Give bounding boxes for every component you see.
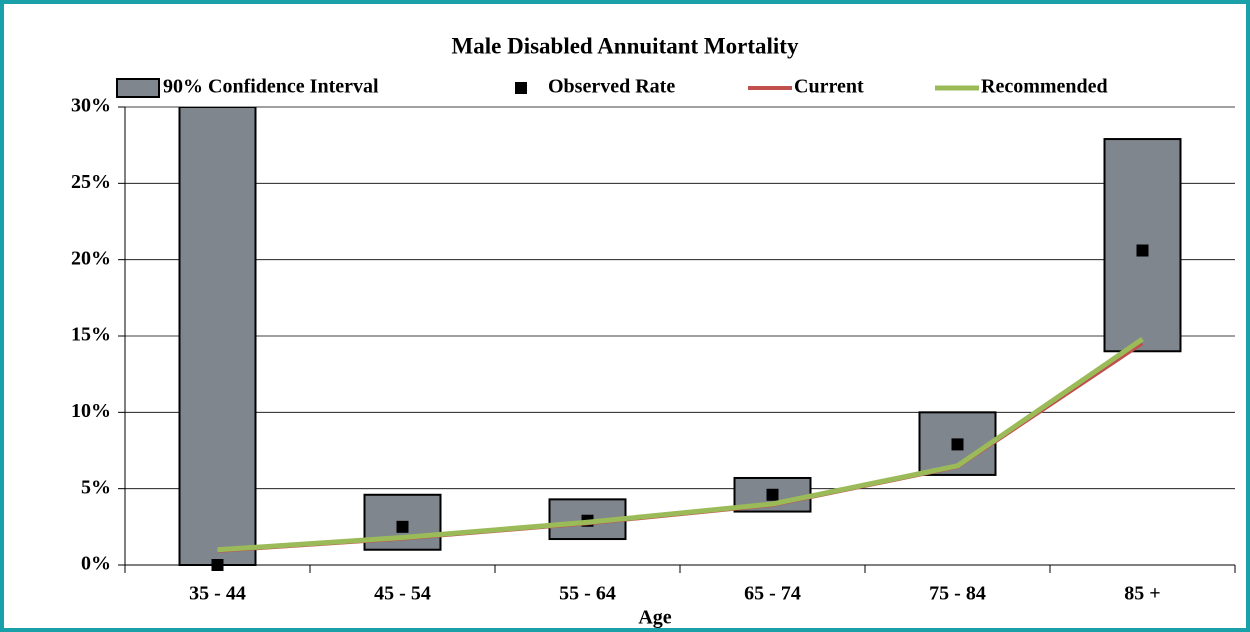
chart-title: Male Disabled Annuitant Mortality [452,33,799,58]
series-line [217,342,1144,553]
x-tick-label: 65 - 74 [744,583,801,605]
x-tick-label: 55 - 64 [559,583,616,605]
legend-swatch [515,82,527,94]
observed-point [766,488,779,501]
y-tick-label: 15% [71,324,111,346]
legend-swatch [116,78,160,98]
y-tick-label: 30% [71,95,111,117]
series-line [217,336,1144,553]
y-tick-label: 0% [81,553,111,575]
observed-point [1136,244,1149,257]
y-tick-label: 10% [71,400,111,422]
x-tick-label: 35 - 44 [189,583,246,605]
legend-label: Current [794,76,864,98]
legend-label: Observed Rate [548,76,675,98]
x-tick-label: 85 + [1124,583,1160,605]
x-axis-label: Age [638,607,671,629]
observed-point [951,438,964,451]
legend-label: 90% Confidence Interval [163,76,379,98]
observed-point [396,520,409,533]
y-tick-label: 25% [71,171,111,193]
y-tick-label: 5% [81,476,111,498]
y-tick-label: 20% [71,247,111,269]
ci-bar [178,107,257,566]
x-tick-label: 75 - 84 [929,583,986,605]
legend-label: Recommended [981,76,1108,98]
plot [178,107,1182,571]
x-tick-label: 45 - 54 [374,583,431,605]
